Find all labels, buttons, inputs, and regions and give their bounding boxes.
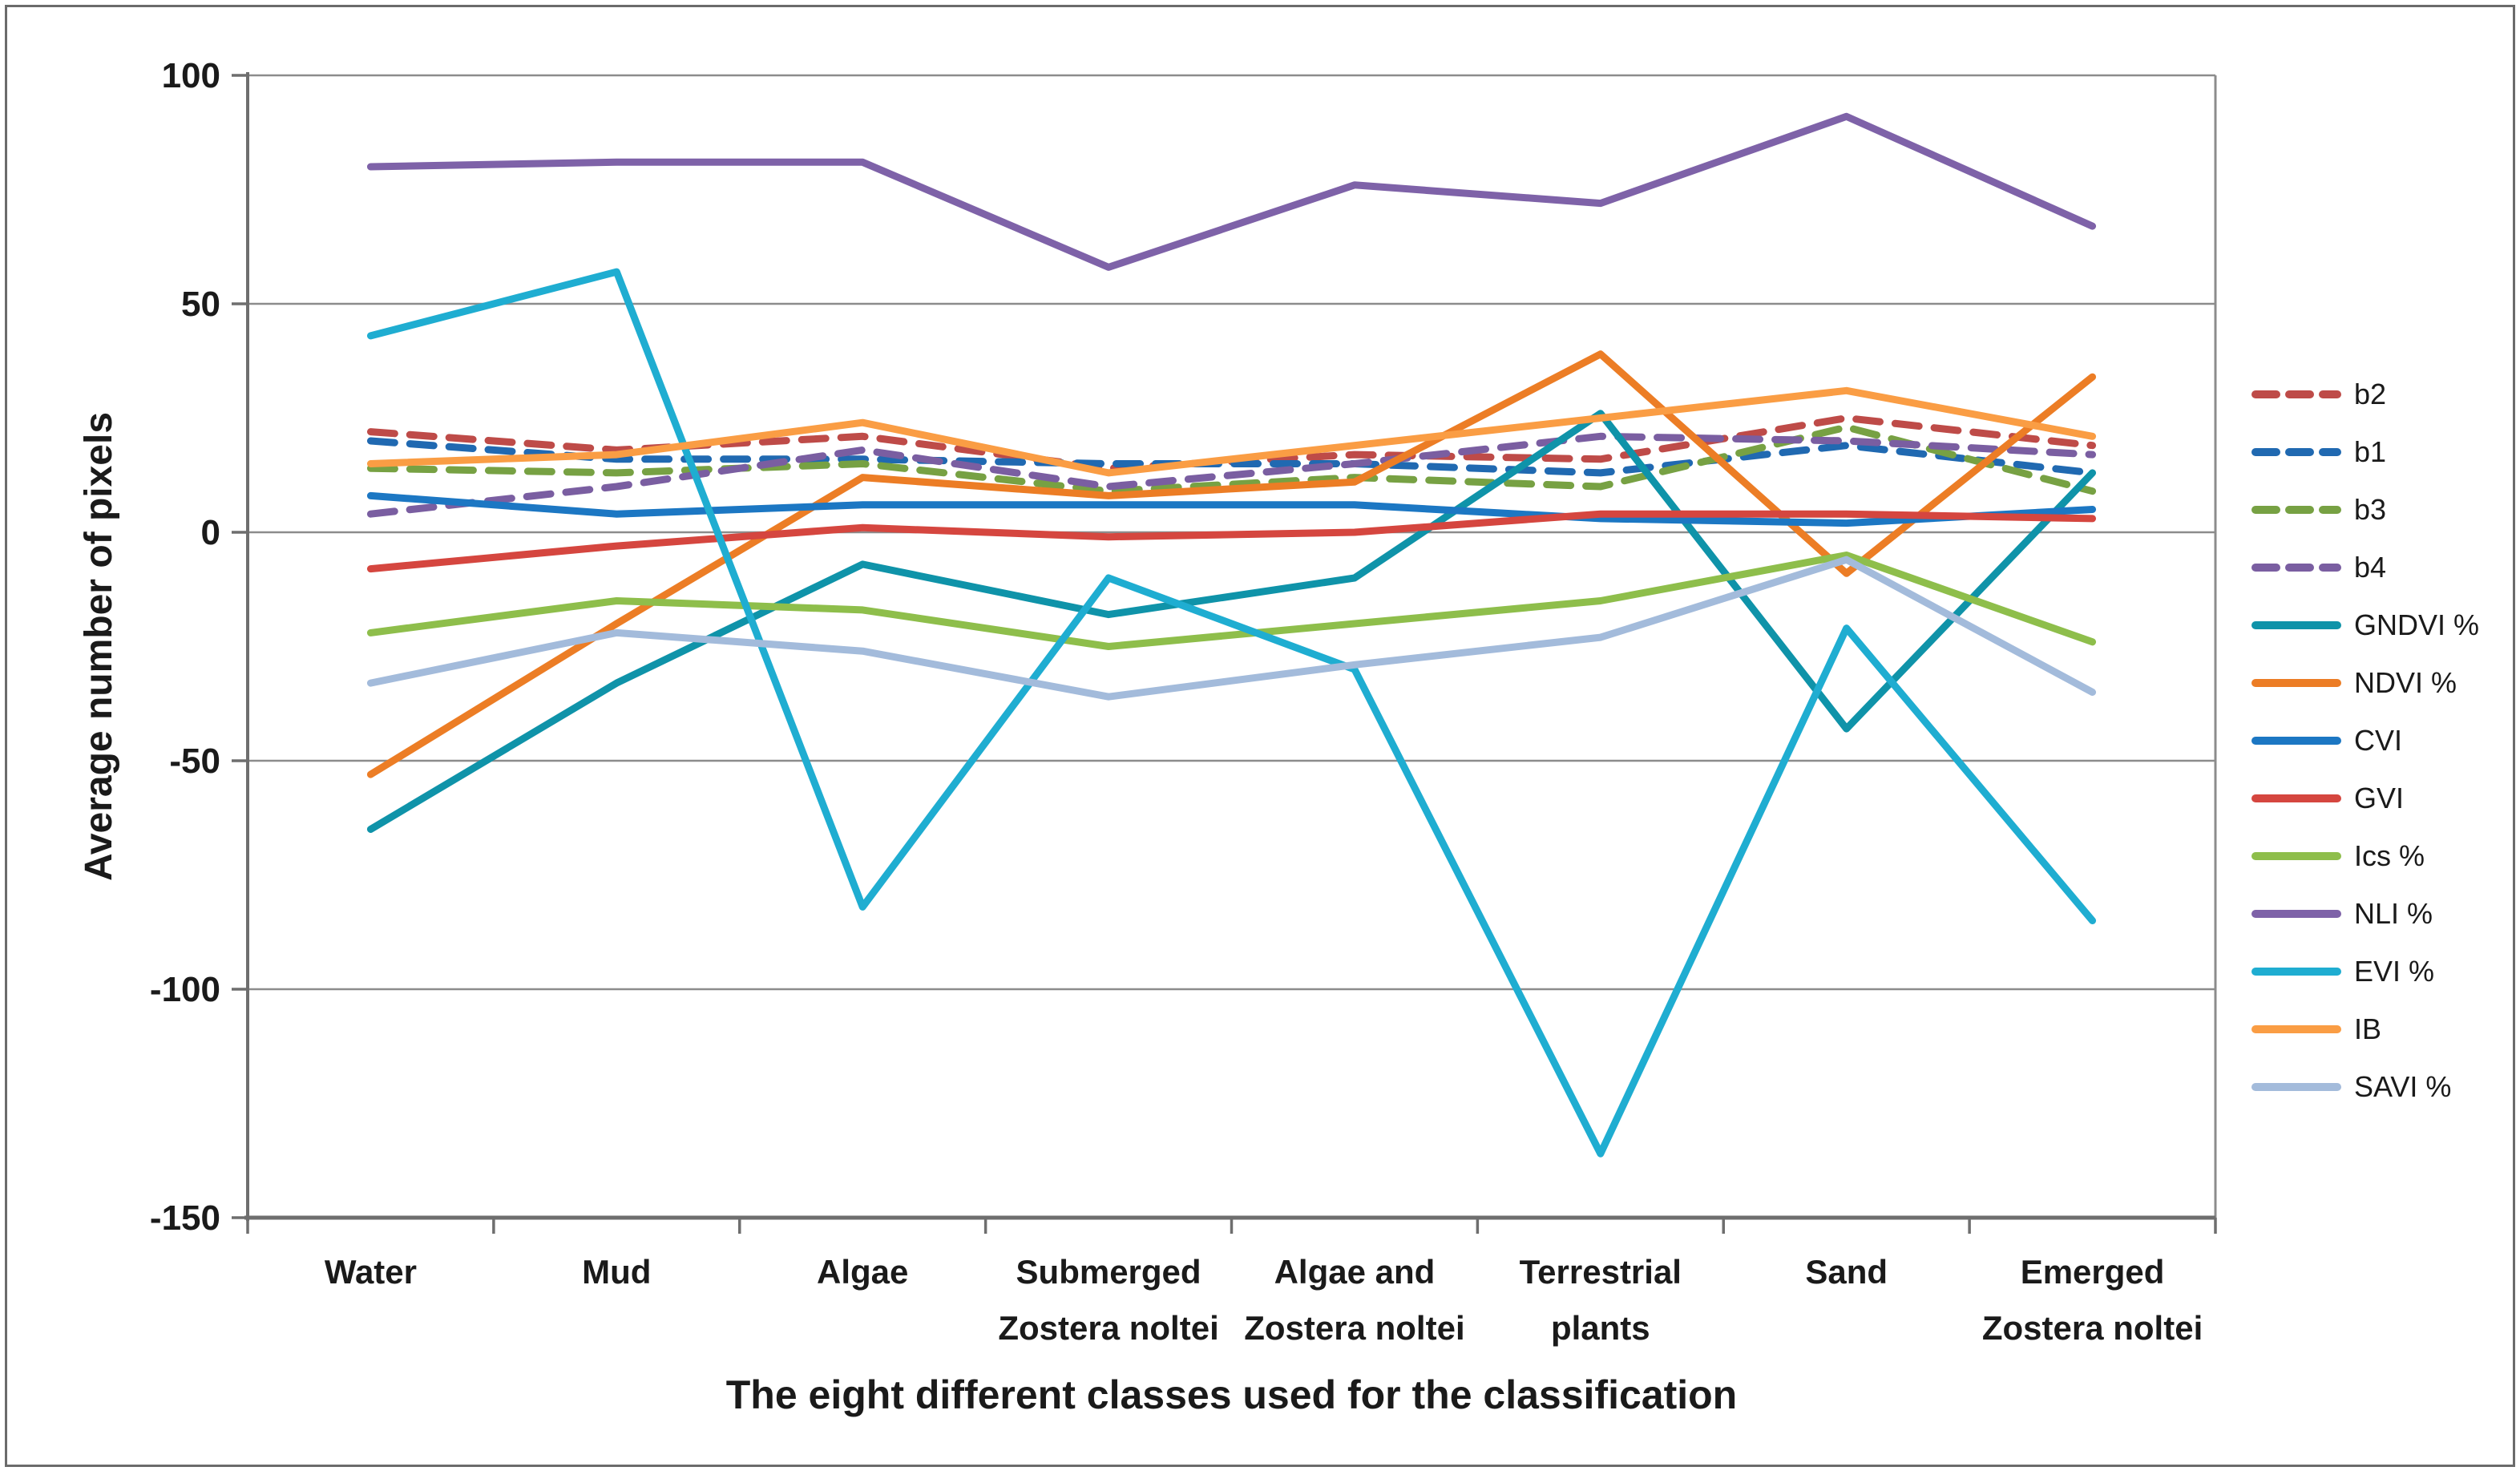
y-tick-label: 100 xyxy=(162,56,220,95)
legend-item-ib: IB xyxy=(2251,1000,2479,1058)
y-tick-label: -100 xyxy=(150,970,220,1009)
legend-item-b3: b3 xyxy=(2251,481,2479,539)
category-label: Terrestrial xyxy=(1520,1253,1682,1291)
series-line-cvi xyxy=(366,491,2097,527)
category-label: plants xyxy=(1551,1309,1650,1347)
legend-label: b3 xyxy=(2354,493,2387,526)
series-line-gndvi xyxy=(366,410,2097,833)
legend-item-b4: b4 xyxy=(2251,539,2479,596)
legend-swatch xyxy=(2251,794,2341,802)
series-line-b1 xyxy=(366,437,2097,477)
legend-item-b1: b1 xyxy=(2251,423,2479,481)
legend-item-nli: NLI % xyxy=(2251,885,2479,943)
legend-label: SAVI % xyxy=(2354,1070,2452,1103)
category-label: Algae and xyxy=(1274,1253,1436,1291)
legend-swatch xyxy=(2251,737,2341,745)
legend-swatch xyxy=(2251,852,2341,860)
series-line-b4 xyxy=(366,432,2097,518)
y-tick-label: -50 xyxy=(169,742,220,781)
legend-item-gvi: GVI xyxy=(2251,770,2479,827)
legend-label: NLI % xyxy=(2354,897,2433,930)
series-line-b3 xyxy=(366,423,2097,495)
legend-item-savi: SAVI % xyxy=(2251,1058,2479,1116)
legend-label: CVI xyxy=(2354,724,2403,757)
legend-swatch xyxy=(2251,564,2341,572)
category-label: Zostera noltei xyxy=(1982,1309,2203,1347)
category-label: Submerged xyxy=(1016,1253,1201,1291)
category-label: Zostera noltei xyxy=(1244,1309,1464,1347)
legend-swatch xyxy=(2251,390,2341,398)
series-line-ib xyxy=(366,386,2097,477)
legend-item-b2: b2 xyxy=(2251,366,2479,423)
legend-item-ndvi: NDVI % xyxy=(2251,654,2479,712)
category-label: Mud xyxy=(582,1253,651,1291)
legend-label: b1 xyxy=(2354,435,2387,468)
category-label: Algae xyxy=(817,1253,908,1291)
y-axis-title: Average number of pixels xyxy=(78,412,120,881)
legend-item-gndvi: GNDVI % xyxy=(2251,596,2479,654)
series-line-evi xyxy=(366,268,2097,1158)
legend-swatch xyxy=(2251,1025,2341,1033)
series-line-nli xyxy=(366,112,2097,271)
category-label: Zostera noltei xyxy=(998,1309,1218,1347)
legend-item-cvi: CVI xyxy=(2251,712,2479,770)
category-label: Sand xyxy=(1805,1253,1888,1291)
y-tick-label: 0 xyxy=(201,513,220,552)
legend-label: GNDVI % xyxy=(2354,608,2480,641)
legend-label: EVI % xyxy=(2354,955,2435,988)
legend-label: b4 xyxy=(2354,551,2387,584)
y-tick-label: 50 xyxy=(181,285,220,324)
legend-item-evi: EVI % xyxy=(2251,943,2479,1000)
series-line-ics xyxy=(366,552,2097,650)
legend-item-ics: Ics % xyxy=(2251,827,2479,885)
legend-swatch xyxy=(2251,1083,2341,1091)
legend-label: Ics % xyxy=(2354,839,2425,872)
legend-swatch xyxy=(2251,506,2341,514)
chart-canvas: 100 50 0 -50 -100 -150 Water Mud Algae Submerged Z… xyxy=(78,56,2217,1417)
legend-label: IB xyxy=(2354,1012,2382,1045)
series-line-savi xyxy=(366,556,2097,701)
legend-label: NDVI % xyxy=(2354,666,2457,699)
category-label: Emerged xyxy=(2021,1253,2165,1291)
legend: b2 b1 b3 b4 GNDVI % NDVI % CVI GVI Ics % NLI % EVI… xyxy=(2251,366,2479,1116)
category-label: Water xyxy=(325,1253,417,1291)
x-axis-title: The eight different classes used for the… xyxy=(726,1372,1737,1417)
legend-swatch xyxy=(2251,968,2341,976)
legend-swatch xyxy=(2251,910,2341,918)
legend-swatch xyxy=(2251,448,2341,456)
legend-label: GVI xyxy=(2354,782,2405,814)
legend-swatch xyxy=(2251,621,2341,629)
legend-label: b2 xyxy=(2354,378,2387,410)
chart-figure: 100 50 0 -50 -100 -150 Water Mud Algae Submerged Z… xyxy=(5,5,2515,1467)
legend-swatch xyxy=(2251,679,2341,687)
y-tick-label: -150 xyxy=(150,1198,220,1238)
series-line-gvi xyxy=(366,510,2097,573)
